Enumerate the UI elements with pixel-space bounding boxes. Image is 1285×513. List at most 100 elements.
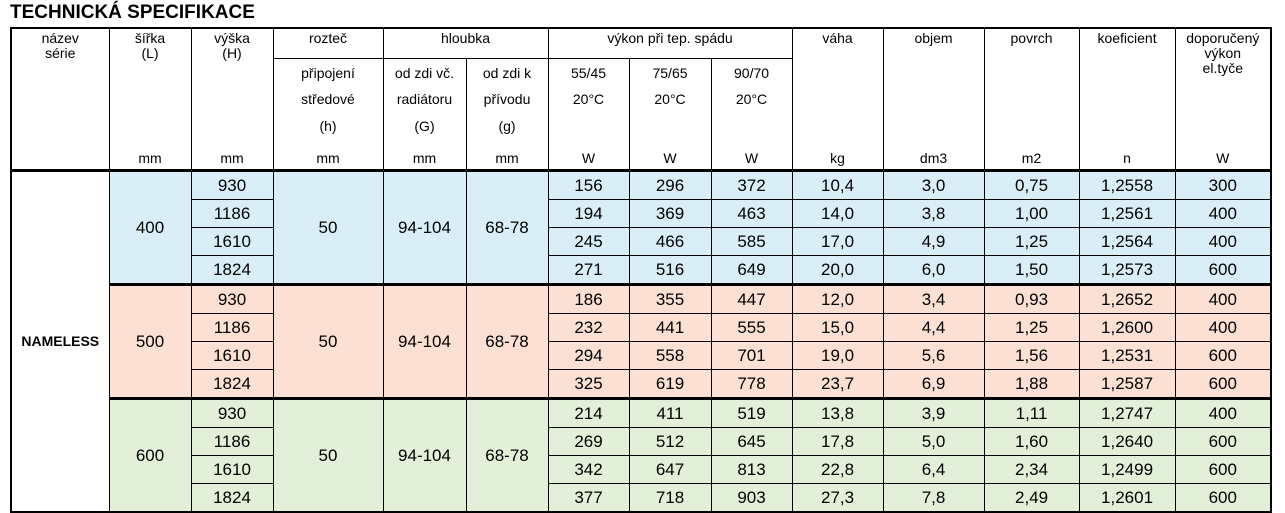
cell: 600 (1174, 255, 1272, 285)
spec-table: název série šířka (L) výška (H) rozteč hlou… (10, 27, 1273, 513)
cell: 3,9 (882, 397, 985, 428)
cell: 1824 (190, 369, 274, 399)
cell: 1,2573 (1078, 255, 1176, 285)
header-cell: hloubka (382, 28, 549, 59)
header-cell: 20°C (628, 87, 712, 112)
cell: 156 (547, 170, 630, 200)
cell: 269 (547, 427, 630, 456)
cell: 555 (710, 313, 793, 342)
cell: 17,8 (791, 427, 884, 456)
row: 1186 269 512 645 17,8 5,0 1,60 1,2640 600 (11, 427, 1272, 456)
cell: 4,4 (882, 313, 985, 342)
cell: 619 (628, 369, 712, 399)
cell: 214 (547, 397, 630, 428)
cell: 23,7 (791, 369, 884, 399)
header-line: (L) (141, 45, 159, 61)
header-cell: od zdi k (465, 58, 549, 87)
cell: 1,2561 (1078, 199, 1176, 228)
cell: 600 (1174, 483, 1272, 512)
header-row: připojení od zdi vč. od zdi k 55/45 75/6… (11, 58, 1271, 87)
cell: 14,0 (791, 199, 884, 228)
cell: 1,2531 (1078, 341, 1176, 370)
header-cell (628, 112, 712, 140)
cell: 294 (547, 341, 630, 370)
header-cell: (g) (465, 112, 549, 140)
cell: 649 (710, 255, 793, 285)
cell: 20,0 (791, 255, 884, 285)
header-row: (h) (G) (g) (11, 112, 1271, 140)
cell: 19,0 (791, 341, 884, 370)
cell: 1610 (190, 227, 274, 256)
row: 500 930 50 94-104 68-78 186 355 447 12,0 3,4 0,93 1… (11, 283, 1272, 399)
cell: 68-78 (465, 397, 549, 512)
cell: 271 (547, 255, 630, 285)
cell: 930 (190, 170, 274, 200)
cell: mm (465, 140, 549, 172)
header-cell: název série (10, 28, 110, 140)
cell: 463 (710, 199, 793, 228)
row: 1186 232 441 555 15,0 4,4 1,25 1,2600 400 (11, 313, 1272, 342)
cell: 0,93 (983, 283, 1080, 314)
header-cell: váha (791, 28, 884, 140)
cell: 0,75 (983, 170, 1080, 200)
header-line: výška (214, 30, 250, 46)
cell: 1186 (190, 199, 274, 228)
cell: 27,3 (791, 483, 884, 512)
cell: 411 (628, 397, 712, 428)
cell: 400 (1174, 199, 1272, 228)
cell: 519 (710, 397, 793, 428)
header-line: výkon (1204, 45, 1242, 61)
cell: 50 (272, 283, 384, 399)
cell: 296 (628, 170, 712, 200)
cell: 10,4 (791, 170, 884, 200)
cell: 68-78 (465, 170, 549, 285)
row: 1186 194 369 463 14,0 3,8 1,00 1,2561 400 (11, 199, 1272, 228)
cell: 1610 (190, 455, 274, 484)
cell: 778 (710, 369, 793, 399)
header-cell: přívodu (465, 87, 549, 112)
cell: 600 (1174, 455, 1272, 484)
cell: 50 (272, 170, 384, 285)
header-cell: doporučený výkon el.tyče (1174, 28, 1272, 140)
cell: 1,88 (983, 369, 1080, 399)
cell: 1,11 (983, 397, 1080, 428)
cell: 1,2747 (1078, 397, 1176, 428)
cell: mm (108, 140, 192, 172)
row: 1824 271 516 649 20,0 6,0 1,50 1,2573 600 (11, 255, 1272, 285)
cell: 3,0 (882, 170, 985, 200)
header-cell: 55/45 (547, 58, 630, 87)
cell: 1,2564 (1078, 227, 1176, 256)
header-line: název (41, 30, 79, 46)
cell: 50 (272, 397, 384, 512)
cell: 903 (710, 483, 793, 512)
header-line: doporučený (1186, 30, 1260, 46)
cell: 441 (628, 313, 712, 342)
cell: kg (791, 140, 884, 172)
cell: 300 (1174, 170, 1272, 200)
header-cell: středové (272, 87, 384, 112)
cell: mm (382, 140, 467, 172)
cell: W (710, 140, 793, 172)
cell: 400 (1174, 227, 1272, 256)
cell: 1,50 (983, 255, 1080, 285)
row: 1610 294 558 701 19,0 5,6 1,56 1,2531 600 (11, 341, 1272, 370)
cell: 94-104 (382, 170, 467, 285)
header-cell (10, 140, 110, 172)
cell: 600 (1174, 369, 1272, 399)
header-cell: (G) (382, 112, 467, 140)
row: 1824 377 718 903 27,3 7,8 2,49 1,2601 600 (11, 483, 1272, 512)
cell: 194 (547, 199, 630, 228)
header-cell: připojení (272, 58, 384, 87)
cell: 372 (710, 170, 793, 200)
cell: 500 (108, 283, 192, 399)
cell: 400 (1174, 313, 1272, 342)
cell: 1,25 (983, 313, 1080, 342)
header-line: (H) (222, 45, 242, 61)
cell: 930 (190, 397, 274, 428)
cell: 400 (108, 170, 192, 285)
row: 600 930 50 94-104 68-78 214 411 519 13,8 3,9 1,11 1… (11, 397, 1272, 512)
row: NAMELESS 400 930 50 94-104 68-78 156 296 372 10,4… (10, 170, 1272, 512)
header-cell: od zdi vč. (382, 58, 467, 87)
header-cell: (h) (272, 112, 384, 140)
